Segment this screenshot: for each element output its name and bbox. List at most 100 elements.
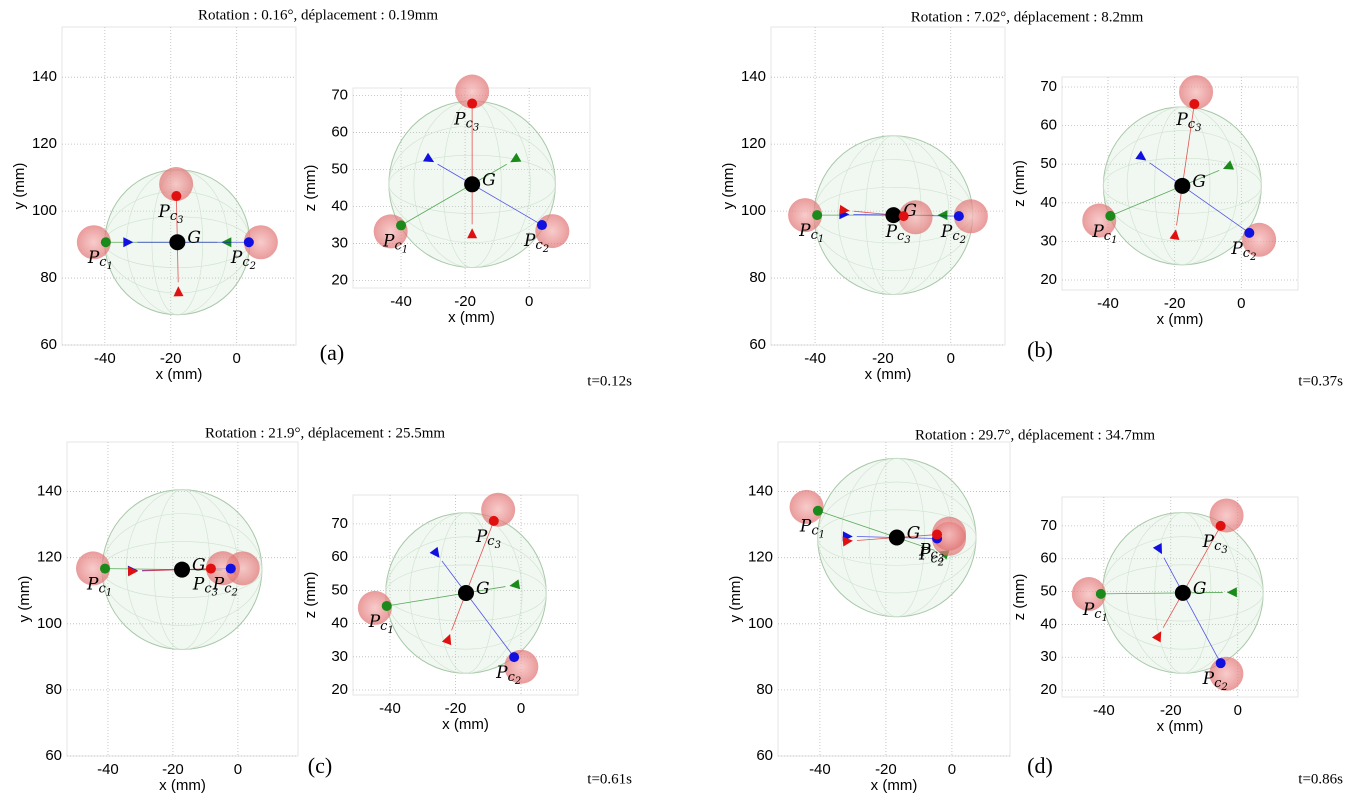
point — [206, 564, 216, 574]
x-tick-label: -20 — [162, 761, 184, 778]
point — [899, 211, 909, 221]
y-tick-label: 60 — [331, 123, 348, 140]
y-tick-label: 140 — [32, 68, 57, 85]
y-tick-label: 20 — [331, 681, 348, 698]
x-axis-label: x (mm) — [156, 366, 203, 383]
y-tick-label: 60 — [749, 336, 766, 353]
point-label-part: 2 — [1220, 682, 1227, 693]
y-axis-label: z (mm) — [302, 572, 319, 619]
y-tick-label: 60 — [1040, 550, 1057, 567]
y-tick-label: 40 — [331, 197, 348, 214]
y-axis-label: y (mm) — [720, 163, 737, 210]
point — [171, 191, 181, 201]
x-tick-label: 0 — [233, 350, 241, 367]
point-label-part: P — [1202, 531, 1215, 551]
x-tick-label: -40 — [94, 350, 116, 367]
x-axis-label: x (mm) — [871, 777, 918, 794]
y-tick-label: 30 — [1040, 648, 1057, 665]
point-label: G — [482, 170, 496, 190]
point — [537, 220, 547, 230]
point-label-part: G — [192, 555, 206, 575]
point-label-part: P — [885, 222, 898, 242]
point-label-part: 3 — [495, 539, 501, 550]
point — [889, 530, 905, 546]
point — [1216, 658, 1226, 668]
point-label-part: G — [476, 579, 490, 599]
point — [226, 564, 236, 574]
y-axis-label: y (mm) — [727, 576, 744, 623]
x-tick-label: 0 — [948, 761, 956, 778]
y-axis-label: y (mm) — [16, 576, 33, 623]
y-tick-label: 140 — [37, 483, 62, 500]
point-label-part: 2 — [249, 261, 256, 272]
y-tick-label: 80 — [40, 269, 57, 286]
x-tick-label: 0 — [234, 761, 242, 778]
x-tick-label: -20 — [454, 293, 476, 310]
panel-label: (b) — [1027, 337, 1053, 362]
point-label-part: P — [799, 516, 812, 536]
point-label-part: P — [1202, 669, 1215, 689]
point — [1216, 521, 1226, 531]
point — [954, 211, 964, 221]
point-label-part: 1 — [387, 624, 393, 635]
y-tick-label: 60 — [756, 747, 773, 764]
y-axis-label: y (mm) — [11, 163, 28, 210]
x-tick-label: -40 — [379, 700, 401, 717]
point-label-part: 3 — [473, 122, 479, 133]
y-tick-label: 80 — [749, 269, 766, 286]
point — [932, 530, 942, 540]
y-axis-label: z (mm) — [1011, 574, 1028, 621]
point-label-part: 3 — [904, 235, 910, 246]
contact-cap — [1210, 498, 1244, 532]
point-label-part: P — [940, 222, 953, 242]
point-label-part: 1 — [1102, 612, 1108, 623]
x-tick-label: -20 — [160, 350, 182, 367]
x-axis-label: x (mm) — [1157, 718, 1204, 735]
y-tick-label: 100 — [741, 202, 766, 219]
y-tick-label: 100 — [32, 202, 57, 219]
point — [244, 237, 254, 247]
y-tick-label: 60 — [45, 747, 62, 764]
point-label-part: P — [453, 109, 466, 129]
point-label-part: G — [187, 228, 201, 248]
point — [1105, 211, 1115, 221]
x-tick-label: -40 — [804, 350, 826, 367]
point-label-part: P — [157, 202, 170, 222]
y-tick-label: 100 — [37, 615, 62, 632]
panel-title: Rotation : 29.7°, déplacement : 34.7mm — [915, 427, 1155, 443]
point — [464, 176, 480, 192]
point-label: G — [192, 555, 206, 575]
point-label-part: 2 — [542, 244, 549, 255]
point-label-part: 2 — [514, 676, 521, 687]
x-tick-label: -40 — [390, 293, 412, 310]
y-axis-label: z (mm) — [302, 165, 319, 212]
y-tick-label: 40 — [1040, 194, 1057, 211]
point-label-part: 1 — [107, 261, 113, 272]
y-tick-label: 50 — [1040, 155, 1057, 172]
point-label-part: P — [1230, 238, 1243, 258]
y-tick-label: 20 — [1040, 271, 1057, 288]
point-label: G — [187, 228, 201, 248]
y-tick-label: 70 — [331, 86, 348, 103]
y-tick-label: 120 — [748, 549, 773, 566]
point-label-part: P — [192, 574, 205, 594]
x-tick-label: -20 — [1164, 295, 1186, 312]
point-label-part: G — [482, 170, 496, 190]
point-label-part: 3 — [177, 215, 183, 226]
y-tick-label: 70 — [331, 515, 348, 532]
point-label-part: P — [230, 248, 243, 268]
point — [169, 234, 185, 250]
panel-label: (a) — [320, 340, 344, 365]
point-label-part: 2 — [959, 235, 966, 246]
y-tick-label: 40 — [331, 615, 348, 632]
panel-label: (d) — [1027, 753, 1053, 778]
point-label-part: 3 — [938, 553, 944, 564]
y-tick-label: 80 — [45, 681, 62, 698]
x-tick-label: -20 — [875, 761, 897, 778]
panel-time: t=0.37s — [1298, 373, 1343, 389]
panel-label: (c) — [308, 753, 332, 778]
point-label-part: 2 — [230, 587, 237, 598]
panel-title: Rotation : 21.9°, déplacement : 25.5mm — [205, 425, 445, 441]
x-axis-label: x (mm) — [1157, 311, 1204, 328]
point-label-part: 1 — [1111, 234, 1117, 245]
